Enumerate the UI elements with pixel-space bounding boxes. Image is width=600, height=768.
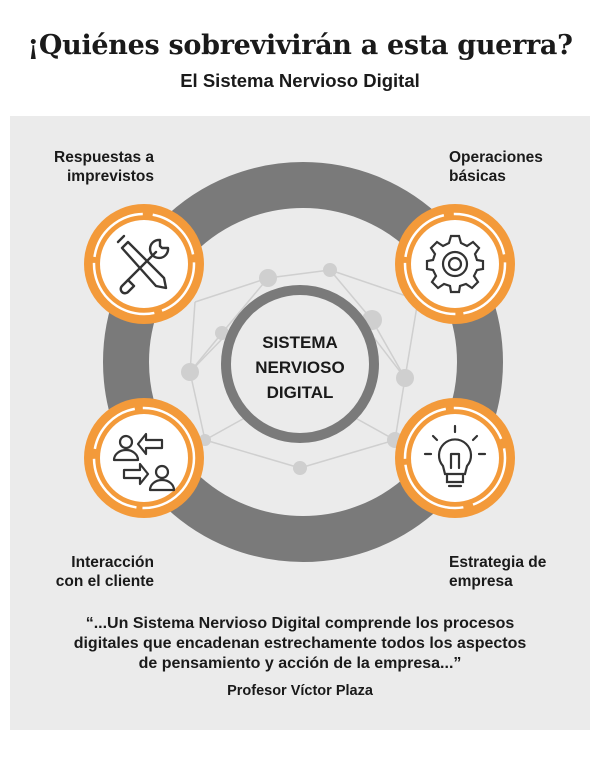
label-estrategia: Estrategia de empresa — [449, 553, 589, 591]
lightbulb-icon — [423, 424, 487, 488]
label-interaccion-line1: Interacción — [71, 554, 154, 571]
quote-block: “...Un Sistema Nervioso Digital comprend… — [40, 614, 560, 674]
label-respuestas: Respuestas a imprevistos — [20, 148, 154, 186]
tools-icon — [116, 234, 170, 295]
node-respuestas — [84, 204, 204, 324]
center-label-line1: SISTEMA — [262, 333, 338, 352]
label-operaciones-line1: Operaciones — [449, 149, 543, 166]
label-respuestas-line2: imprevistos — [66, 168, 154, 185]
label-interaccion: Interacción con el cliente — [20, 553, 154, 591]
label-operaciones-line2: básicas — [449, 168, 506, 185]
gear-icon — [425, 234, 485, 294]
node-operaciones — [395, 204, 515, 324]
outer-gray-ring — [103, 162, 503, 562]
page-title: ¡Quiénes sobrevivirán a esta guerra? — [27, 30, 573, 61]
label-estrategia-line1: Estrategia de — [449, 554, 547, 571]
node-estrategia — [395, 398, 515, 518]
quote-line2: digitales que encadenan estrechamente to… — [73, 635, 527, 652]
users-exchange-icon — [112, 432, 176, 492]
center-ring — [221, 285, 379, 443]
label-operaciones: Operaciones básicas — [449, 148, 589, 186]
label-respuestas-line1: Respuestas a — [54, 149, 154, 166]
center-label-line3: DIGITAL — [267, 383, 334, 402]
node-interaccion — [84, 398, 204, 518]
quote-author: Profesor Víctor Plaza — [227, 683, 373, 699]
quote-line1: “...Un Sistema Nervioso Digital comprend… — [85, 615, 515, 632]
label-estrategia-line2: empresa — [449, 573, 513, 590]
center-label-line2: NERVIOSO — [255, 358, 344, 377]
quote-line3: de pensamiento y acción de la empresa...… — [138, 655, 462, 672]
page-subtitle: El Sistema Nervioso Digital — [180, 70, 420, 91]
label-interaccion-line2: con el cliente — [55, 573, 154, 590]
